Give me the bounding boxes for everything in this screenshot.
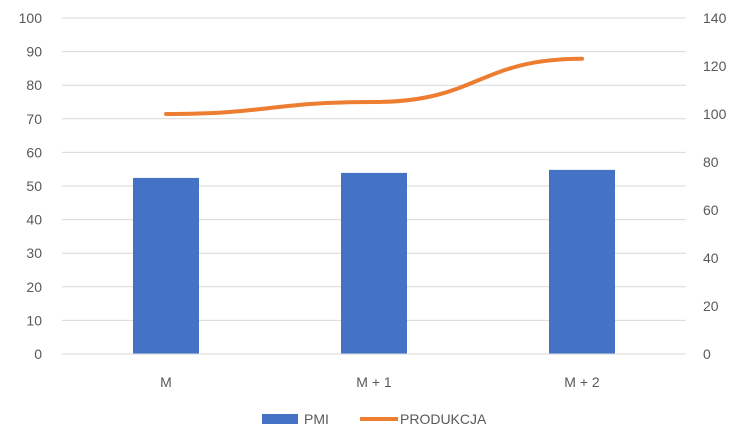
legend-label-produkcja: PRODUKCJA — [400, 411, 487, 427]
left-tick-label: 80 — [26, 77, 42, 93]
category-label: M + 1 — [356, 374, 392, 390]
right-tick-label: 0 — [703, 346, 711, 362]
right-tick-label: 140 — [703, 10, 727, 26]
left-y-axis: 0 10 20 30 40 50 60 70 80 90 100 — [19, 10, 43, 362]
legend-label-pmi: PMI — [304, 411, 329, 427]
category-label: M — [160, 374, 172, 390]
left-tick-label: 40 — [26, 212, 42, 228]
produkcja-line — [166, 59, 582, 114]
left-tick-label: 100 — [19, 10, 43, 26]
right-tick-label: 20 — [703, 298, 719, 314]
right-tick-label: 40 — [703, 250, 719, 266]
right-tick-label: 120 — [703, 58, 727, 74]
right-tick-label: 80 — [703, 154, 719, 170]
pmi-bar — [133, 178, 199, 354]
left-tick-label: 90 — [26, 44, 42, 60]
right-tick-label: 100 — [703, 106, 727, 122]
left-tick-label: 50 — [26, 178, 42, 194]
pmi-bar — [341, 173, 407, 354]
left-tick-label: 30 — [26, 245, 42, 261]
category-label: M + 2 — [564, 374, 600, 390]
left-tick-label: 20 — [26, 279, 42, 295]
pmi-bar — [549, 170, 615, 354]
legend: PMI PRODUKCJA — [262, 411, 487, 427]
left-tick-label: 70 — [26, 111, 42, 127]
right-y-axis: 0 20 40 60 80 100 120 140 — [703, 10, 727, 362]
left-tick-label: 10 — [26, 312, 42, 328]
left-tick-label: 60 — [26, 144, 42, 160]
left-tick-label: 0 — [34, 346, 42, 362]
pmi-bars — [133, 170, 615, 354]
x-axis: M M + 1 M + 2 — [62, 354, 686, 390]
produkcja-series-line — [166, 59, 582, 114]
legend-swatch-pmi — [262, 414, 298, 424]
right-tick-label: 60 — [703, 202, 719, 218]
